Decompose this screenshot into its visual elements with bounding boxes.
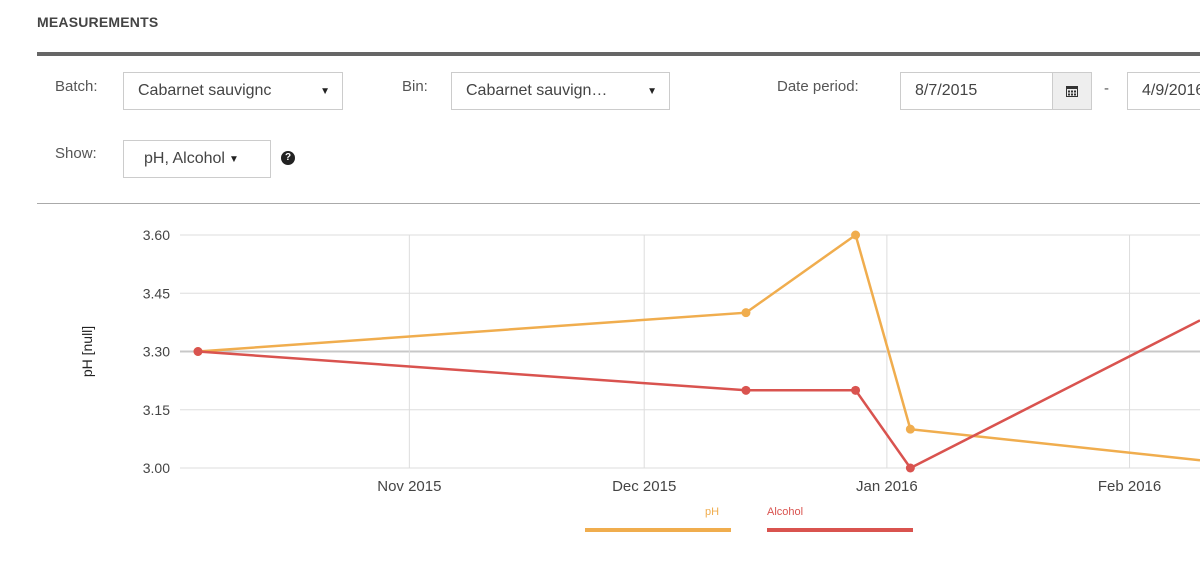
data-point-ph	[741, 308, 751, 318]
chevron-down-icon: ▼	[228, 153, 239, 165]
series-line-ph	[197, 232, 1200, 462]
show-select[interactable]: pH, Alcohol ▼	[123, 140, 271, 178]
date-period-label: Date period:	[777, 78, 859, 95]
calendar-icon[interactable]	[1052, 72, 1092, 110]
bin-select-value: Cabarnet sauvign…	[466, 82, 608, 99]
legend-alcohol-label: Alcohol	[767, 506, 804, 518]
batch-select-value: Cabarnet sauvignc	[138, 82, 272, 99]
y-axis-title: pH [null]	[79, 326, 95, 377]
legend-alcohol-swatch[interactable]	[767, 528, 913, 532]
data-point-alcohol	[851, 385, 861, 395]
calendar-glyph	[1066, 86, 1078, 97]
y-tick-label: 3.60	[143, 227, 170, 243]
data-point-alcohol	[741, 385, 751, 395]
chevron-down-icon: ▼	[320, 85, 330, 97]
bin-select[interactable]: Cabarnet sauvign… ▼	[451, 72, 670, 110]
show-label: Show:	[55, 145, 97, 162]
x-tick-label: Jan 2016	[856, 478, 918, 495]
date-to-input[interactable]: 4/9/2016	[1127, 72, 1200, 110]
show-select-value: pH, Alcohol	[144, 150, 225, 167]
title-divider	[37, 52, 1200, 56]
y-tick-label: 3.30	[143, 344, 170, 360]
date-from-input[interactable]: 8/7/2015	[900, 72, 1053, 110]
chevron-down-icon: ▼	[647, 85, 657, 97]
help-icon[interactable]: ?	[281, 151, 295, 165]
x-tick-label: Dec 2015	[612, 478, 676, 495]
batch-label: Batch:	[55, 78, 98, 95]
batch-select[interactable]: Cabarnet sauvignc ▼	[123, 72, 343, 110]
date-from-value: 8/7/2015	[915, 82, 978, 99]
data-point-alcohol	[905, 463, 915, 473]
legend-ph-swatch[interactable]	[585, 528, 731, 532]
x-tick-label: Nov 2015	[377, 478, 441, 495]
data-point-alcohol	[193, 347, 203, 356]
page-title: MEASUREMENTS	[37, 14, 159, 30]
series-line-alcohol	[197, 319, 1200, 470]
x-tick-label: Feb 2016	[1098, 478, 1161, 495]
section-divider	[37, 203, 1200, 204]
bin-label: Bin:	[402, 78, 428, 95]
y-tick-label: 3.15	[143, 402, 170, 418]
measurements-chart: 3.60 3.45 3.30 3.15 3.00 Nov 2015 Dec 2015 Jan …	[79, 227, 1200, 495]
date-to-value: 4/9/2016	[1142, 82, 1200, 99]
legend-ph-label: pH	[705, 506, 720, 518]
data-point-ph	[851, 230, 861, 240]
date-separator: -	[1104, 80, 1109, 97]
data-point-ph	[905, 424, 915, 434]
y-tick-label: 3.45	[143, 285, 170, 301]
y-tick-label: 3.00	[143, 460, 170, 476]
